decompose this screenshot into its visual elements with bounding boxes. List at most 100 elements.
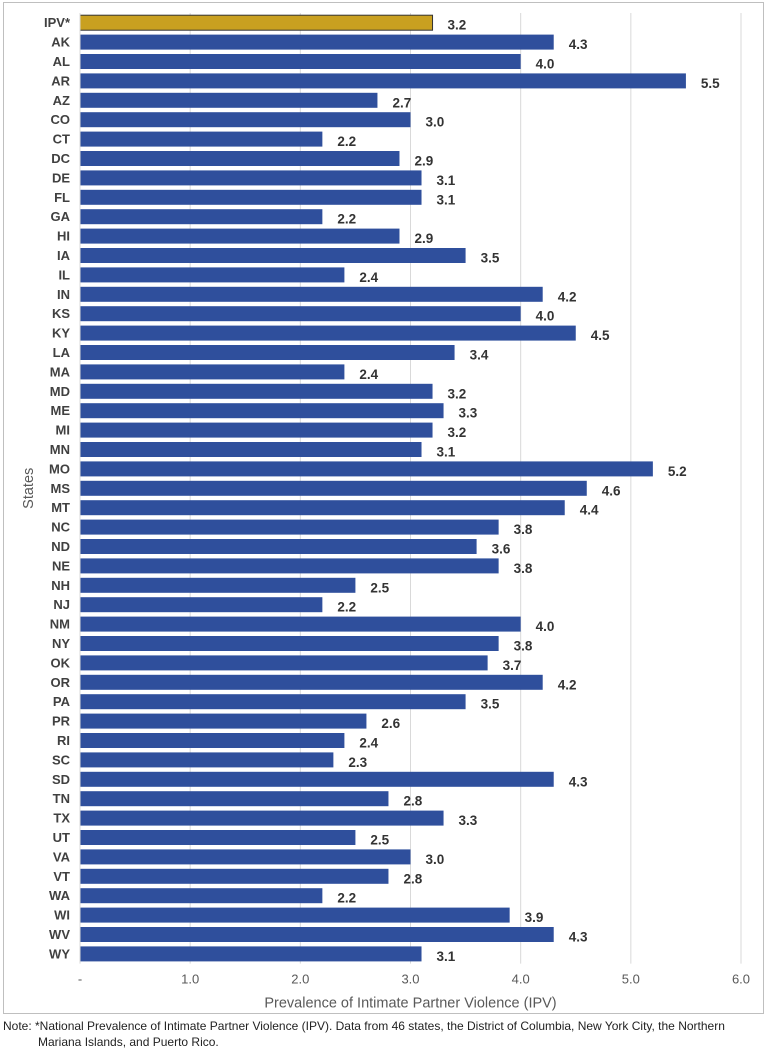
category-label: ME [51, 403, 71, 418]
data-label: 3.8 [514, 522, 533, 537]
data-label: 2.2 [337, 212, 356, 227]
category-label: WY [49, 946, 70, 961]
chart-frame [3, 2, 764, 1014]
category-label: NM [50, 617, 70, 632]
data-label: 3.2 [448, 425, 467, 440]
bar-ar [80, 73, 686, 89]
note-line-1: Note: *National Prevalence of Intimate P… [3, 1019, 725, 1033]
data-label: 3.3 [459, 813, 478, 828]
bar-wv [80, 927, 554, 942]
data-label: 3.1 [437, 173, 456, 188]
data-label: 3.5 [481, 251, 500, 266]
category-label: IN [57, 287, 70, 302]
data-label: 2.2 [337, 891, 356, 906]
category-label: WA [49, 888, 71, 903]
bar-ne [80, 558, 499, 574]
bar-pa [80, 694, 466, 710]
category-label: GA [51, 209, 71, 224]
bar-vt [80, 868, 389, 884]
category-label: MD [50, 384, 70, 399]
category-label: MA [50, 364, 71, 379]
x-tick-label: 6.0 [732, 972, 750, 987]
bar-ak [80, 34, 554, 50]
data-label: 4.6 [602, 483, 621, 498]
category-label: MN [50, 442, 70, 457]
data-label: 2.5 [370, 580, 389, 595]
data-label: 2.8 [403, 871, 422, 886]
data-label: 2.8 [403, 794, 422, 809]
data-label: 4.0 [536, 57, 555, 72]
bar-mi [80, 422, 433, 438]
category-label: NJ [53, 597, 70, 612]
data-label: 2.3 [348, 755, 367, 770]
data-label: 2.5 [370, 833, 389, 848]
x-tick-label: 1.0 [181, 972, 199, 987]
x-tick-label: 4.0 [512, 972, 530, 987]
bar-tx [80, 810, 444, 826]
category-label: MI [56, 423, 70, 438]
category-label: OR [51, 675, 71, 690]
data-label: 4.3 [569, 930, 588, 945]
bar-mn [80, 442, 422, 457]
category-label: VA [53, 849, 71, 864]
bar-pr [80, 713, 367, 729]
data-label: 3.8 [514, 561, 533, 576]
data-label: 2.4 [359, 736, 378, 751]
category-label: IA [57, 248, 71, 263]
bar-md [80, 383, 433, 399]
data-label: 4.4 [580, 503, 599, 518]
data-label: 3.0 [426, 852, 445, 867]
x-axis-title: Prevalence of Intimate Partner Violence … [264, 996, 556, 1012]
chart-note: Note: *National Prevalence of Intimate P… [3, 1018, 765, 1050]
category-label: UT [53, 830, 70, 845]
bar-tn [80, 791, 389, 807]
category-label: VT [53, 869, 70, 884]
category-label: NE [52, 558, 70, 573]
category-label: CT [53, 132, 70, 147]
bar-in [80, 286, 543, 302]
bar-wi [80, 907, 510, 923]
data-label: 3.1 [437, 445, 456, 460]
bar-ia [80, 248, 466, 263]
data-label: 2.2 [337, 134, 356, 149]
bar-wy [80, 946, 422, 962]
category-label: AZ [53, 93, 70, 108]
category-label: SD [52, 772, 70, 787]
bar-mt [80, 500, 565, 516]
data-label: 3.8 [514, 639, 533, 654]
bar-ipv [79, 14, 434, 31]
data-label: 4.0 [536, 309, 555, 324]
category-label: TN [53, 791, 70, 806]
bar-de [80, 170, 422, 186]
category-label: MT [51, 500, 70, 515]
x-tick-label: 3.0 [401, 972, 419, 987]
data-label: 2.6 [381, 716, 400, 731]
bar-sd [80, 771, 554, 787]
data-label: 3.2 [448, 386, 467, 401]
data-label: 5.2 [668, 464, 687, 479]
bar-ok [80, 655, 488, 671]
bar-nm [80, 616, 521, 632]
x-tick-label: 2.0 [291, 972, 309, 987]
category-label: PR [52, 714, 71, 729]
bar-ga [80, 209, 323, 225]
category-label: PA [53, 694, 71, 709]
category-label: AK [51, 35, 70, 50]
data-label: 4.3 [569, 37, 588, 52]
bar-sc [80, 752, 334, 768]
category-label: NH [51, 578, 70, 593]
category-label: RI [57, 733, 70, 748]
category-label: WV [49, 927, 70, 942]
data-label: 3.9 [525, 910, 544, 925]
category-label: IPV* [44, 15, 71, 30]
data-label: 5.5 [701, 76, 720, 91]
data-label: 4.3 [569, 774, 588, 789]
bar-ut [80, 830, 356, 845]
data-label: 2.2 [337, 600, 356, 615]
bar-al [80, 54, 521, 69]
category-label: IL [58, 267, 70, 282]
bar-me [80, 403, 444, 419]
data-label: 3.4 [470, 348, 489, 363]
category-label: NC [51, 520, 70, 535]
category-label: FL [54, 190, 70, 205]
